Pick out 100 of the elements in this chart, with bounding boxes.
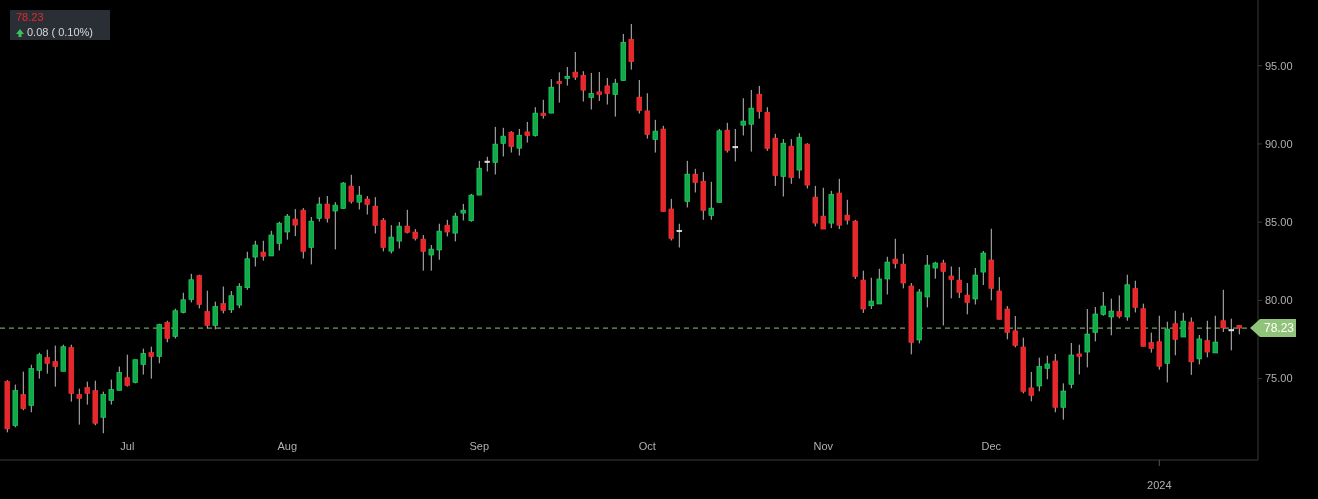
candlestick (84, 381, 90, 406)
candlestick (748, 89, 754, 153)
candlestick (588, 72, 594, 111)
candlestick (420, 234, 426, 272)
candlestick (492, 126, 498, 175)
candlestick (644, 92, 650, 140)
y-tick-label: 90.00 (1265, 137, 1293, 150)
candlestick (732, 128, 738, 162)
candlestick (612, 78, 618, 118)
candlestick (268, 230, 274, 257)
candlestick (844, 199, 850, 226)
candlestick (1108, 298, 1114, 336)
candlestick (636, 79, 642, 115)
candlestick (228, 290, 234, 314)
candlestick (652, 119, 658, 154)
candlestick (388, 224, 394, 254)
candlestick (1044, 355, 1050, 380)
candlestick (116, 366, 122, 391)
candlestick (324, 195, 330, 223)
candlestick (676, 223, 682, 249)
candlestick (316, 196, 322, 223)
ref-line-label: 78.23 (1264, 321, 1295, 336)
candlestick (348, 174, 354, 205)
x-tick-label: Oct (638, 440, 656, 452)
candlestick (692, 168, 698, 193)
x-tick-label: 2024 (1147, 479, 1172, 491)
candlestick (604, 77, 610, 106)
candlestick (100, 391, 106, 434)
candlestick (948, 265, 954, 299)
candlestick (572, 51, 578, 81)
candlestick (972, 267, 978, 305)
candlestick (20, 371, 26, 411)
candlestick (436, 223, 442, 261)
x-tick-label: Sep (469, 440, 490, 452)
candlestick (140, 348, 146, 376)
x-tick-label: Dec (981, 440, 1002, 452)
candlestick (1060, 382, 1066, 421)
candlestick (1196, 334, 1202, 365)
candlestick (516, 128, 522, 157)
candlestick (292, 208, 298, 237)
candlestick (1180, 312, 1186, 338)
candlestick (1084, 308, 1090, 368)
candlestick (1012, 315, 1018, 348)
candlestick (236, 282, 242, 309)
candlestick (940, 259, 946, 326)
y-tick-label: 85.00 (1265, 216, 1293, 229)
candlestick (284, 213, 290, 241)
candlestick (628, 23, 634, 71)
candlestick (884, 256, 890, 295)
candlestick (1220, 289, 1226, 333)
candlestick (52, 345, 58, 388)
candlestick (260, 240, 266, 262)
candlestick (332, 201, 338, 250)
candlestick (740, 97, 746, 136)
candlestick (252, 240, 258, 267)
candlestick (1116, 294, 1122, 319)
candlestick (1028, 371, 1034, 402)
candlestick (1100, 291, 1106, 317)
candlestick (1132, 280, 1138, 313)
candlestick (980, 250, 986, 286)
candlestick (428, 244, 434, 272)
candlestick (868, 277, 874, 310)
candlestick (524, 121, 530, 144)
candlestick (76, 388, 82, 426)
candlestick (564, 66, 570, 87)
candlestick (532, 106, 538, 138)
candlestick (452, 212, 458, 242)
candlestick (364, 195, 370, 216)
candlestick (1092, 306, 1098, 342)
y-tick-label: 80.00 (1265, 294, 1293, 307)
candlestick (556, 71, 562, 104)
candlestick (212, 301, 218, 330)
candlestick (164, 320, 170, 343)
x-tick-label: Jul (120, 440, 135, 452)
candlestick (372, 196, 378, 234)
candlestick (124, 354, 130, 388)
candlestick (1004, 305, 1010, 340)
candlestick (596, 71, 602, 102)
candlestick (508, 130, 514, 154)
candlestick (188, 273, 194, 303)
candlestick (1204, 320, 1210, 358)
annotation: 0.08 ( 0.10%) (27, 26, 94, 38)
candlestick (1076, 344, 1082, 375)
candlestick (396, 221, 402, 249)
candlestick (964, 282, 970, 315)
candlestick (820, 187, 826, 230)
candlestick (500, 127, 506, 157)
candlestick (148, 346, 154, 380)
candlestick (540, 99, 546, 120)
candlestick (900, 253, 906, 289)
y-tick-label: 95.00 (1265, 59, 1293, 72)
x-tick-label: Nov (813, 440, 834, 452)
candlestick (1148, 332, 1154, 354)
candlestick (724, 122, 730, 154)
candlestick (356, 185, 362, 210)
x-tick-label: Aug (277, 440, 298, 452)
candlestick (36, 352, 42, 380)
annotation: 78.23 (16, 11, 44, 23)
candlestick (1172, 310, 1178, 356)
candlestick (44, 349, 50, 375)
